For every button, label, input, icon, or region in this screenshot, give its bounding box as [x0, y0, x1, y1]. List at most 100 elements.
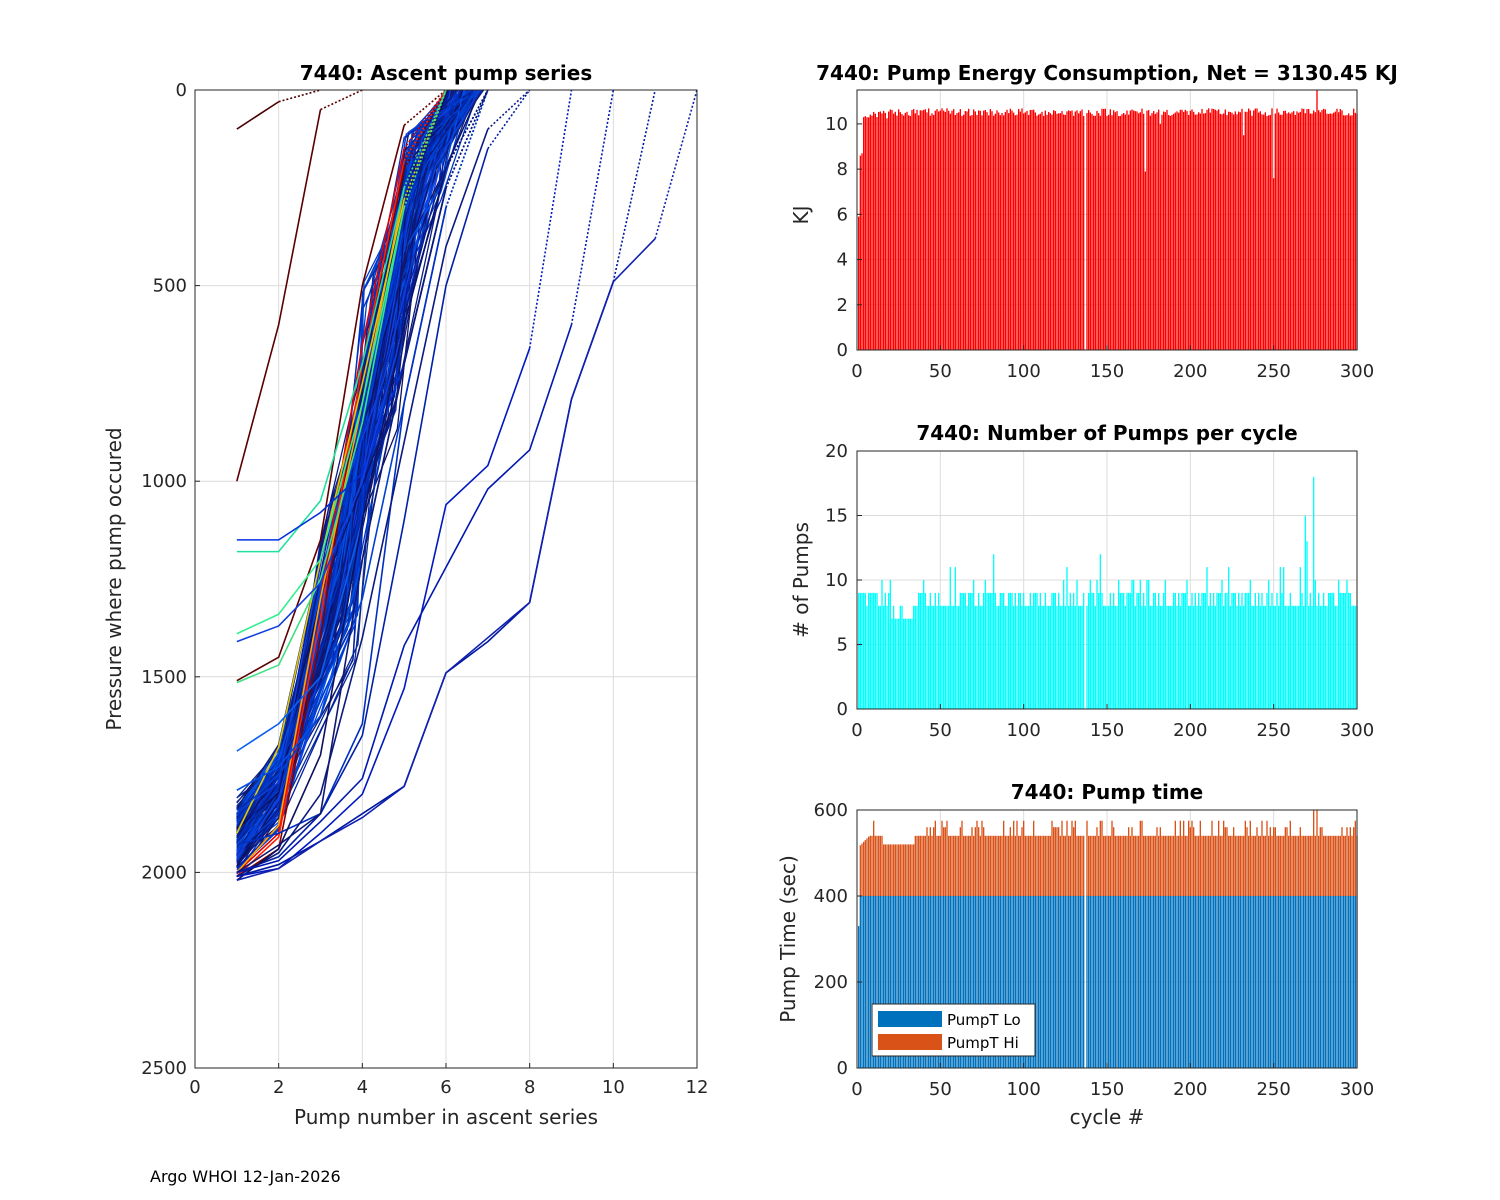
pumptime-lo-bar — [1188, 896, 1190, 1068]
pumptime-lo-bar — [954, 896, 956, 1068]
pumptime-hi-bar — [1141, 820, 1143, 896]
energy-bar — [1134, 111, 1136, 350]
pumptime-hi-bar — [978, 827, 980, 896]
pumptime-lo-bar — [1089, 896, 1091, 1068]
energy-bar — [1033, 109, 1035, 350]
pumptime-hi-bar — [1043, 835, 1045, 896]
ascent-x-tick-label: 12 — [686, 1077, 709, 1098]
energy-bar — [919, 110, 921, 351]
energy-bar — [999, 115, 1001, 350]
pumptime-hi-bar — [1231, 835, 1233, 896]
pumps-bar — [988, 592, 990, 709]
pumptime-hi-bar — [1196, 835, 1198, 896]
pumptime-lo-bar — [1094, 896, 1096, 1068]
pumps-bar — [1323, 592, 1325, 709]
energy-bar — [1013, 112, 1015, 351]
pumptime-lo-bar — [1318, 896, 1320, 1068]
pumptime-lo-bar — [1146, 896, 1148, 1068]
pumptime-lo-bar — [1113, 896, 1115, 1068]
pumps-bar — [1028, 605, 1030, 709]
pumptime-lo-bar — [1201, 896, 1203, 1068]
pumptime-lo-bar — [1223, 896, 1225, 1068]
pumps-bar — [1098, 592, 1100, 709]
energy-bar — [898, 109, 900, 350]
energy-bar — [1164, 112, 1166, 350]
energy-bar — [1289, 113, 1291, 350]
pumptime-lo-bar — [1026, 896, 1028, 1068]
pumptime-lo-bar — [1336, 896, 1338, 1068]
pumptime-lo-bar — [1183, 896, 1185, 1068]
ascent-series-surface-segment — [528, 89, 573, 349]
energy-bar — [876, 117, 878, 351]
pumps-bar — [1258, 592, 1260, 709]
pumps-bar — [879, 605, 881, 709]
ascent-series-surface-segment — [570, 89, 615, 325]
energy-bar — [1353, 108, 1355, 350]
energy-bar — [1256, 108, 1258, 351]
pumptime-hi-bar — [1166, 835, 1168, 896]
pumps-bar — [928, 605, 930, 709]
pumptime-lo-bar — [1338, 896, 1340, 1068]
energy-bar — [1061, 111, 1063, 350]
energy-bar — [1093, 115, 1095, 350]
energy-bar — [1341, 110, 1343, 350]
pumptime-lo-bar — [1124, 896, 1126, 1068]
pumptime-hi-bar — [1291, 835, 1293, 896]
energy-bar — [1198, 112, 1200, 351]
energy-bar — [1218, 109, 1220, 351]
energy-x-tick-label: 50 — [929, 361, 952, 382]
energy-bar — [866, 117, 868, 350]
pumps-bar — [1341, 592, 1343, 709]
pumptime-hi-bar — [1168, 835, 1170, 896]
pumptime-lo-bar — [1101, 896, 1103, 1068]
pumptime-hi-bar — [899, 844, 901, 896]
pumps-bar — [1278, 605, 1280, 709]
ascent-chart-title: 7440: Ascent pump series — [300, 61, 593, 85]
energy-bar — [881, 113, 883, 350]
pumptime-hi-bar — [1254, 835, 1256, 896]
energy-bar — [959, 109, 961, 350]
energy-bar — [901, 114, 903, 350]
pumptime-lo-bar — [1134, 896, 1136, 1068]
pumptime-hi-bar — [1149, 835, 1151, 896]
pumptime-hi-bar — [919, 835, 921, 896]
energy-bar — [1268, 115, 1270, 351]
pumps-bar — [1193, 605, 1195, 709]
pumps-bar — [1338, 580, 1340, 709]
pumps-bar — [1311, 605, 1313, 709]
pumptime-hi-bar — [1153, 835, 1155, 896]
pumptime-hi-bar — [1336, 835, 1338, 896]
pumps-bar — [884, 592, 886, 709]
energy-bar — [909, 116, 911, 350]
pumptime-lo-bar — [923, 896, 925, 1068]
pumptime-hi-bar — [1281, 835, 1283, 896]
energy-bar — [948, 110, 950, 350]
pumps-bar — [1268, 580, 1270, 709]
pumptime-lo-bar — [986, 896, 988, 1068]
pumptime-lo-bar — [1048, 896, 1050, 1068]
energy-bar — [926, 112, 928, 350]
pumptime-lo-bar — [1259, 896, 1261, 1068]
pumptime-hi-bar — [1028, 835, 1030, 896]
pumptime-hi-bar — [988, 835, 990, 896]
pumps-bar — [1148, 580, 1150, 709]
pumps-bar — [1024, 605, 1026, 709]
pumptime-hi-bar — [1074, 820, 1076, 896]
pumptime-hi-bar — [1253, 835, 1255, 896]
pumptime-hi-bar — [1118, 835, 1120, 896]
energy-bar — [1036, 115, 1038, 350]
energy-bar — [1099, 115, 1101, 351]
pumps-bar — [994, 592, 996, 709]
energy-bar — [1041, 111, 1043, 350]
pumps-bar — [1106, 605, 1108, 709]
pumps-per-cycle-chart: 7440: Number of Pumps per cycle 0 50 100 15… — [789, 421, 1374, 741]
energy-bar — [1109, 109, 1111, 350]
energy-bar — [1108, 114, 1110, 350]
ascent-x-tick-label: 6 — [440, 1077, 451, 1098]
energy-bar — [1003, 115, 1005, 350]
pumps-bar — [951, 605, 953, 709]
energy-bar — [1088, 110, 1090, 350]
legend-label-hi: PumpT Hi — [947, 1034, 1019, 1052]
pumptime-lo-bar — [1078, 896, 1080, 1068]
energy-bar — [1001, 113, 1003, 351]
